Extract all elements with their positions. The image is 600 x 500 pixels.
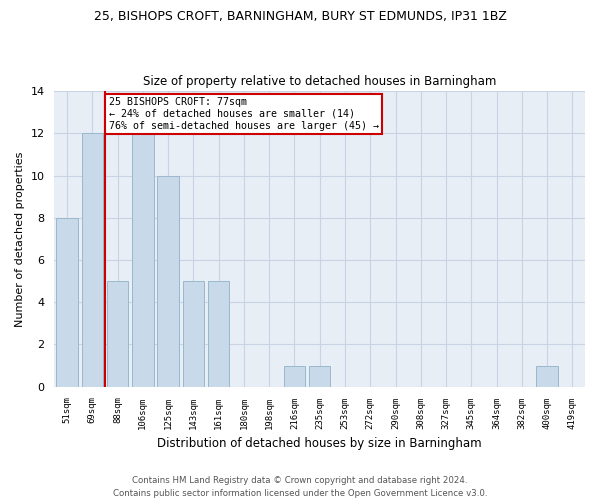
Bar <box>132 134 154 386</box>
Bar <box>284 366 305 386</box>
Bar <box>157 176 179 386</box>
Title: Size of property relative to detached houses in Barningham: Size of property relative to detached ho… <box>143 76 496 88</box>
Bar <box>536 366 558 386</box>
Bar <box>56 218 78 386</box>
Bar <box>309 366 331 386</box>
Y-axis label: Number of detached properties: Number of detached properties <box>15 151 25 326</box>
Text: Contains HM Land Registry data © Crown copyright and database right 2024.
Contai: Contains HM Land Registry data © Crown c… <box>113 476 487 498</box>
Text: 25 BISHOPS CROFT: 77sqm
← 24% of detached houses are smaller (14)
76% of semi-de: 25 BISHOPS CROFT: 77sqm ← 24% of detache… <box>109 98 379 130</box>
Bar <box>82 134 103 386</box>
X-axis label: Distribution of detached houses by size in Barningham: Distribution of detached houses by size … <box>157 437 482 450</box>
Bar <box>182 281 204 386</box>
Bar <box>107 281 128 386</box>
Bar <box>208 281 229 386</box>
Text: 25, BISHOPS CROFT, BARNINGHAM, BURY ST EDMUNDS, IP31 1BZ: 25, BISHOPS CROFT, BARNINGHAM, BURY ST E… <box>94 10 506 23</box>
